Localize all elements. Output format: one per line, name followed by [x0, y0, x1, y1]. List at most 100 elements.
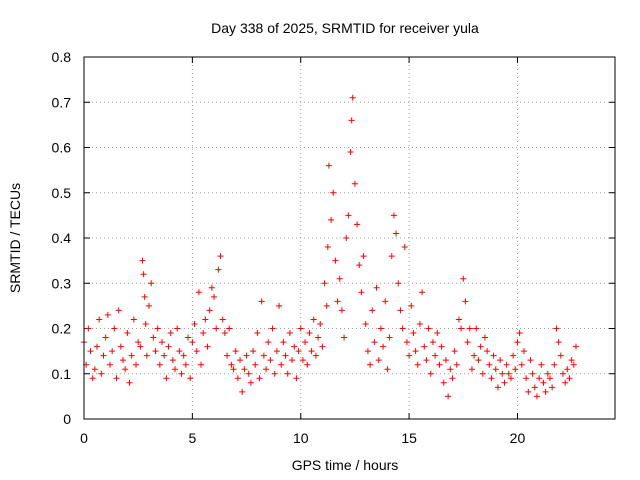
y-tick-label: 0.8	[52, 49, 72, 65]
x-tick-label: 20	[510, 430, 526, 446]
data-point	[501, 379, 508, 386]
data-point	[276, 302, 283, 309]
data-point	[369, 307, 376, 314]
data-point	[115, 307, 122, 314]
data-point	[416, 320, 423, 327]
data-point	[386, 334, 393, 341]
data-point	[447, 366, 454, 373]
y-tick-label: 0.7	[52, 94, 72, 110]
data-point	[440, 379, 447, 386]
data-point	[232, 348, 239, 355]
data-point	[330, 189, 337, 196]
data-point	[176, 348, 183, 355]
data-point	[525, 388, 532, 395]
data-point	[191, 320, 198, 327]
data-point	[146, 302, 153, 309]
data-point	[540, 379, 547, 386]
data-point	[315, 334, 322, 341]
data-point	[406, 352, 413, 359]
data-point	[348, 117, 355, 124]
data-point	[351, 180, 358, 187]
data-point	[293, 375, 300, 382]
data-point	[154, 325, 161, 332]
data-point	[421, 343, 428, 350]
data-point	[289, 357, 296, 364]
data-point	[427, 370, 434, 377]
data-point	[529, 370, 536, 377]
data-point	[252, 361, 259, 368]
data-point	[393, 230, 400, 237]
data-point	[499, 370, 506, 377]
data-point	[163, 375, 170, 382]
data-point	[356, 262, 363, 269]
data-point	[202, 316, 209, 323]
data-point	[347, 149, 354, 156]
data-point	[555, 339, 562, 346]
data-point	[260, 352, 267, 359]
data-point	[139, 257, 146, 264]
data-point	[135, 339, 142, 346]
data-point	[87, 348, 94, 355]
data-point	[297, 325, 304, 332]
data-point	[492, 366, 499, 373]
data-point	[382, 298, 389, 305]
data-point	[323, 302, 330, 309]
data-point	[438, 343, 445, 350]
data-point	[434, 330, 441, 337]
data-point	[150, 334, 157, 341]
plot-frame	[83, 56, 616, 420]
data-point	[497, 357, 504, 364]
data-point	[299, 357, 306, 364]
y-tick-label: 0.6	[52, 140, 72, 156]
x-tick-label: 15	[401, 430, 417, 446]
data-point	[471, 352, 478, 359]
data-point	[161, 352, 168, 359]
x-tick-labels: 0 5 10 15 20	[80, 430, 525, 446]
data-point	[536, 375, 543, 382]
data-point	[338, 307, 345, 314]
data-point	[527, 357, 534, 364]
data-point	[182, 361, 189, 368]
data-point	[321, 280, 328, 287]
data-point	[306, 330, 313, 337]
data-point	[408, 302, 415, 309]
data-point	[557, 352, 564, 359]
data-point	[380, 343, 387, 350]
data-point	[208, 284, 215, 291]
data-point	[445, 393, 452, 400]
data-point	[193, 348, 200, 355]
data-point	[343, 235, 350, 241]
y-tick-label: 0	[63, 411, 71, 427]
data-point	[128, 352, 135, 359]
data-point	[507, 375, 514, 382]
data-point	[85, 325, 92, 332]
data-point	[503, 361, 510, 368]
data-point	[544, 370, 551, 377]
data-point	[142, 320, 149, 327]
data-point	[458, 325, 465, 332]
data-point	[124, 330, 131, 337]
data-point	[228, 361, 235, 368]
data-point	[442, 357, 449, 364]
data-point	[549, 384, 556, 391]
data-point	[113, 375, 120, 382]
data-point	[449, 375, 456, 382]
data-point	[462, 298, 469, 305]
data-point	[345, 212, 352, 219]
data-point	[241, 366, 248, 373]
data-point	[109, 348, 116, 355]
data-point	[464, 339, 471, 346]
data-point	[410, 330, 417, 337]
data-point	[172, 366, 179, 373]
data-point	[390, 212, 397, 219]
data-point	[245, 370, 252, 377]
data-point	[324, 244, 331, 251]
data-point	[198, 361, 205, 368]
data-point	[564, 366, 571, 373]
data-point	[520, 348, 527, 355]
data-point	[395, 280, 402, 287]
data-point	[377, 325, 384, 332]
data-point	[460, 275, 467, 282]
data-point	[488, 375, 495, 382]
